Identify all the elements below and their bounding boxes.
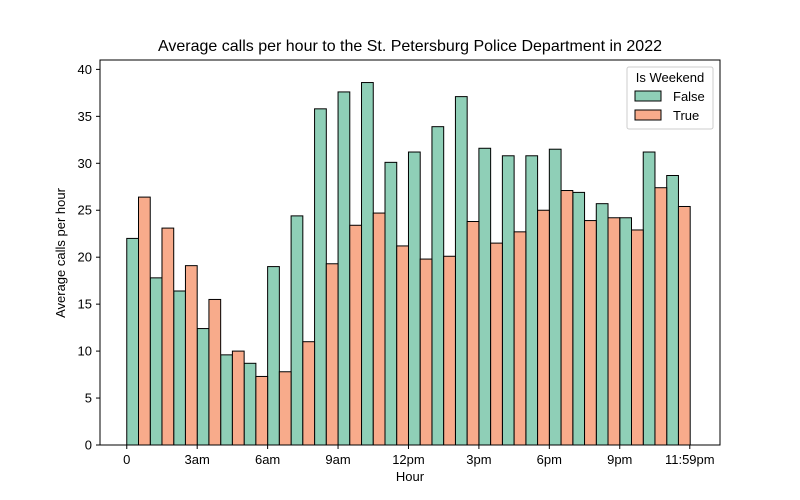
y-tick-label-40: 40 <box>78 62 92 77</box>
x-tick-label-6am: 6am <box>255 452 280 467</box>
bar-true-23 <box>677 205 691 446</box>
bar-false-13 <box>431 126 445 446</box>
bar-true-18 <box>560 190 574 446</box>
bar-false-5 <box>243 362 257 446</box>
bar-true-4 <box>231 350 245 446</box>
legend: Is Weekend False True <box>626 66 714 130</box>
y-tick-label-25: 25 <box>78 203 92 218</box>
x-tick-label-9am: 9am <box>325 452 350 467</box>
y-tick-label-0: 0 <box>85 438 92 453</box>
bar-true-3 <box>208 298 222 446</box>
bar-true-19 <box>584 220 597 446</box>
bar-true-13 <box>443 255 456 446</box>
bar-true-7 <box>302 341 316 446</box>
legend-label-false: False <box>673 89 705 104</box>
bar-true-5 <box>255 375 269 446</box>
bar-true-9 <box>349 224 363 446</box>
bar-false-20 <box>595 203 609 446</box>
bar-false-11 <box>384 161 398 446</box>
bar-true-15 <box>490 242 503 446</box>
bar-false-17 <box>525 155 539 446</box>
bar-false-12 <box>407 151 421 446</box>
x-tick-label-11:59pm: 11:59pm <box>665 452 715 467</box>
legend-swatch-false <box>634 90 662 102</box>
bar-false-6 <box>267 266 280 446</box>
bar-true-11 <box>396 245 409 446</box>
bar-true-14 <box>466 221 480 446</box>
bar-false-7 <box>290 215 304 446</box>
bar-false-10 <box>361 82 374 446</box>
bar-true-8 <box>325 263 339 446</box>
bar-true-12 <box>419 258 433 446</box>
y-tick-label-20: 20 <box>78 250 92 265</box>
bar-false-15 <box>478 147 492 446</box>
bar-true-6 <box>278 371 292 446</box>
x-tick-label-0: 0 <box>123 452 130 467</box>
bar-false-23 <box>666 175 679 446</box>
axes-layer: 0 5 10 15 20 25 30 35 40 0 3am 6am 9am 12pm 3pm 6pm 9pm 1… <box>78 59 721 467</box>
bar-false-4 <box>220 354 233 446</box>
bar-true-1 <box>161 227 175 446</box>
y-tick-label-15: 15 <box>78 297 92 312</box>
bar-false-2 <box>173 290 186 446</box>
legend-title: Is Weekend <box>636 70 704 85</box>
bar-true-20 <box>607 217 621 446</box>
bar-false-22 <box>642 151 656 446</box>
bar-false-19 <box>572 191 586 446</box>
bar-true-10 <box>372 212 386 446</box>
bar-false-1 <box>149 277 163 446</box>
y-tick-label-10: 10 <box>78 344 92 359</box>
bar-true-0 <box>138 196 151 446</box>
bar-true-2 <box>184 265 198 446</box>
y-tick-label-30: 30 <box>78 156 92 171</box>
bar-false-21 <box>619 217 633 446</box>
bar-false-14 <box>454 96 468 446</box>
legend-label-true: True <box>673 108 699 123</box>
bar-true-16 <box>513 231 527 446</box>
x-tick-label-12pm: 12pm <box>392 452 425 467</box>
x-tick-label-3pm: 3pm <box>466 452 491 467</box>
bar-false-0 <box>126 237 140 446</box>
bar-false-16 <box>501 155 515 446</box>
bar-true-17 <box>537 209 550 446</box>
y-axis-label: Average calls per hour <box>53 187 68 318</box>
y-tick-label-5: 5 <box>85 391 92 406</box>
bar-false-18 <box>548 148 562 446</box>
bar-false-8 <box>314 108 327 446</box>
chart-title: Average calls per hour to the St. Peters… <box>158 38 662 55</box>
plot-frame <box>99 59 721 446</box>
x-tick-label-9pm: 9pm <box>607 452 632 467</box>
y-tick-label-35: 35 <box>78 109 92 124</box>
x-tick-label-3am: 3am <box>185 452 210 467</box>
bar-false-3 <box>196 328 210 446</box>
bar-true-22 <box>654 187 668 446</box>
bar-false-9 <box>337 91 351 446</box>
bar-true-21 <box>631 229 644 446</box>
x-axis-label: Hour <box>396 469 425 484</box>
legend-swatch-true <box>634 109 662 121</box>
x-tick-label-6pm: 6pm <box>537 452 562 467</box>
